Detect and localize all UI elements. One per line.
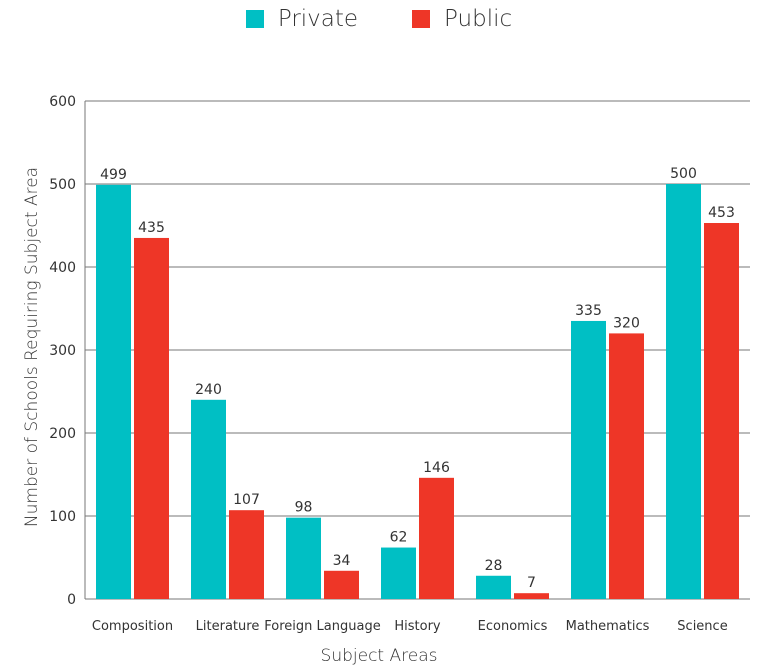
data-label-private-composition: 499: [100, 167, 127, 183]
data-label-private-economics: 28: [485, 558, 503, 574]
data-label-public-composition: 435: [138, 220, 165, 236]
x-tick-label-science: Science: [677, 619, 727, 634]
bar-private-mathematics: [571, 320, 606, 599]
data-label-public-history: 146: [423, 460, 450, 476]
legend-swatch-public: [412, 10, 431, 28]
chart-legend: Private Public: [0, 6, 758, 32]
y-tick-label-500: 500: [49, 177, 76, 193]
bar-private-history: [381, 547, 416, 599]
data-label-public-science: 453: [708, 205, 735, 221]
data-label-private-history: 62: [390, 530, 408, 546]
legend-item-private: Private: [245, 6, 359, 32]
bar-private-science: [666, 184, 701, 599]
legend-item-public: Public: [412, 6, 512, 32]
bar-private-foreign-language: [286, 517, 321, 599]
legend-swatch-private: [245, 10, 264, 28]
bar-private-literature: [191, 399, 226, 599]
x-tick-label-literature: Literature: [196, 619, 260, 634]
x-axis-title: Subject Areas: [320, 646, 438, 666]
legend-label-public: Public: [444, 6, 513, 32]
data-label-public-foreign-language: 34: [333, 553, 351, 569]
data-label-public-mathematics: 320: [613, 315, 640, 331]
bar-private-economics: [476, 575, 511, 599]
x-tick-label-foreign-language: Foreign Language: [264, 619, 380, 634]
y-tick-label-600: 600: [49, 94, 76, 110]
bar-public-science: [704, 223, 739, 599]
bar-public-literature: [229, 510, 264, 599]
bar-public-history: [419, 477, 454, 599]
x-tick-label-economics: Economics: [478, 619, 548, 634]
legend-label-private: Private: [277, 6, 359, 32]
data-label-public-literature: 107: [233, 492, 260, 508]
x-tick-label-composition: Composition: [92, 619, 173, 634]
data-label-private-science: 500: [670, 166, 697, 182]
x-tick-label-history: History: [394, 619, 441, 634]
y-tick-label-100: 100: [49, 509, 76, 525]
bar-public-mathematics: [609, 333, 644, 599]
data-label-private-foreign-language: 98: [295, 500, 313, 516]
y-tick-label-200: 200: [49, 426, 76, 442]
bar-public-composition: [134, 237, 169, 599]
data-label-private-literature: 240: [195, 382, 222, 398]
bar-private-composition: [96, 184, 131, 599]
data-label-public-economics: 7: [527, 575, 536, 591]
x-tick-label-mathematics: Mathematics: [566, 619, 650, 634]
data-label-private-mathematics: 335: [575, 303, 602, 319]
bar-public-foreign-language: [324, 570, 359, 599]
y-tick-label-0: 0: [67, 592, 76, 608]
bar-public-economics: [514, 593, 549, 599]
y-tick-label-300: 300: [49, 343, 76, 359]
y-tick-label-400: 400: [49, 260, 76, 276]
